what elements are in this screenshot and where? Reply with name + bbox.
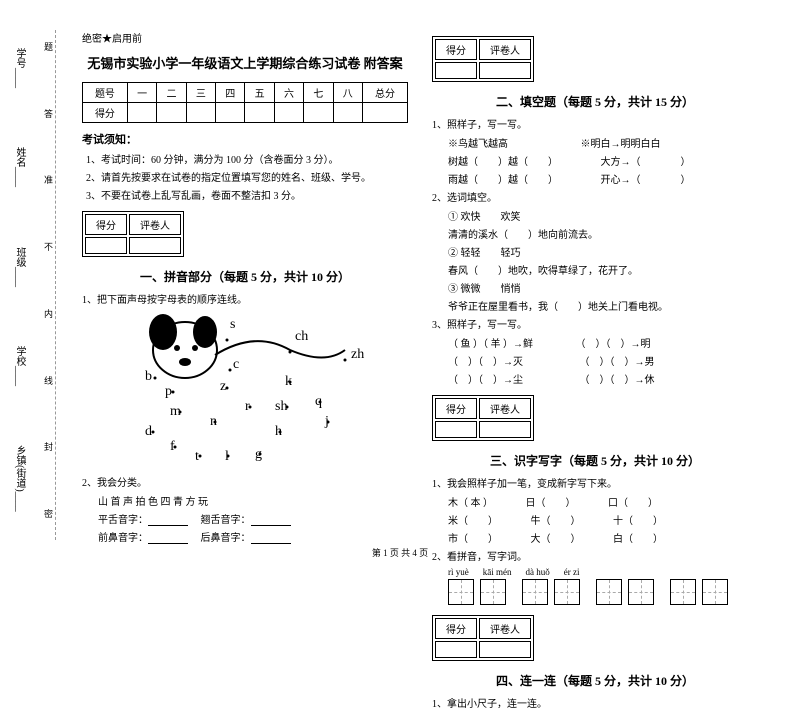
svg-text:p: p [165,384,172,399]
notice-title: 考试须知： [82,131,408,147]
question-3-1: 1、我会照样子加一笔，变成新字写下来。 [432,475,758,490]
char-box [480,579,506,605]
char-box [628,579,654,605]
char-box [448,579,474,605]
char-box [702,579,728,605]
section-3-title: 三、识字写字（每题 5 分，共计 10 分） [432,452,758,469]
question-1-2: 2、我会分类。 [82,474,408,489]
margin-tab: 乡镇(街道)____ [10,437,29,520]
svg-text:s: s [230,317,235,332]
pinyin-connect-image: s ch zh b c p z k m r sh q n j d h f t l… [115,310,375,470]
section-1-title: 一、拼音部分（每题 5 分，共计 10 分） [82,268,408,285]
score-box: 得分评卷人 [432,615,534,661]
page: 绝密★启用前 无锡市实验小学一年级语文上学期综合练习试卷 附答案 题号 一 二 … [0,0,800,565]
table-row: 得分 [83,103,408,123]
section-2-title: 二、填空题（每题 5 分，共计 15 分） [432,93,758,110]
pinyin-row: rì yuè kāi mén dà huǒ ér zi [448,567,758,577]
page-footer: 第 1 页 共 4 页 [0,546,800,559]
svg-text:zh: zh [351,347,364,362]
question-2-2: 2、选词填空。 [432,189,758,204]
question-2-1: 1、照样子，写一写。 [432,116,758,131]
blank-row: 平舌音字： 翘舌音字： [98,511,408,526]
notice-item: 1、考试时间：60 分钟，满分为 100 分（含卷面分 3 分）。 [82,151,408,166]
score-box: 得分评卷人 [82,211,184,257]
score-box: 得分评卷人 [432,395,534,441]
char-grid-row [448,579,758,605]
char-box [522,579,548,605]
score-table: 题号 一 二 三 四 五 六 七 八 总分 得分 [82,82,408,123]
char-box [596,579,622,605]
seal-line-labels: 题 答 准 不 内 线 封 密 [44,40,53,520]
notice-item: 2、请首先按要求在试卷的指定位置填写您的姓名、班级、学号。 [82,169,408,184]
question-2-3: 3、照样子，写一写。 [432,316,758,331]
svg-text:c: c [233,357,239,372]
char-box [670,579,696,605]
question-1-1: 1、把下面声母按字母表的顺序连线。 [82,291,408,306]
char-list: 山 首 声 拍 色 四 青 方 玩 [98,493,408,508]
seal-line [55,30,56,540]
svg-text:ch: ch [295,329,308,344]
svg-text:d: d [145,424,152,439]
svg-text:t: t [195,449,199,464]
blank-row: 前鼻音字： 后鼻音字： [98,529,408,544]
paper-title: 无锡市实验小学一年级语文上学期综合练习试卷 附答案 [82,53,408,72]
score-box: 得分评卷人 [432,36,534,82]
svg-text:sh: sh [275,399,287,414]
margin-tab: 班级____ [10,239,29,295]
margin-tab: 姓名____ [10,139,29,195]
section-4-title: 四、连一连（每题 5 分，共计 10 分） [432,672,758,689]
left-column: 绝密★启用前 无锡市实验小学一年级语文上学期综合练习试卷 附答案 题号 一 二 … [70,30,420,545]
table-row: 题号 一 二 三 四 五 六 七 八 总分 [83,83,408,103]
right-column: 得分评卷人 二、填空题（每题 5 分，共计 15 分） 1、照样子，写一写。 ※… [420,30,770,545]
svg-text:b: b [145,369,152,384]
notice-item: 3、不要在试卷上乱写乱画，卷面不整洁扣 3 分。 [82,187,408,202]
margin-tab: 学校____ [10,338,29,394]
binding-margin: 学号____ 姓名____ 班级____ 学校____ 乡镇(街道)____ [10,40,29,520]
margin-tab: 学号____ [10,40,29,96]
char-box [554,579,580,605]
question-4-1: 1、拿出小尺子，连一连。 [432,695,758,710]
secret-mark: 绝密★启用前 [82,30,408,45]
svg-text:z: z [220,379,226,394]
